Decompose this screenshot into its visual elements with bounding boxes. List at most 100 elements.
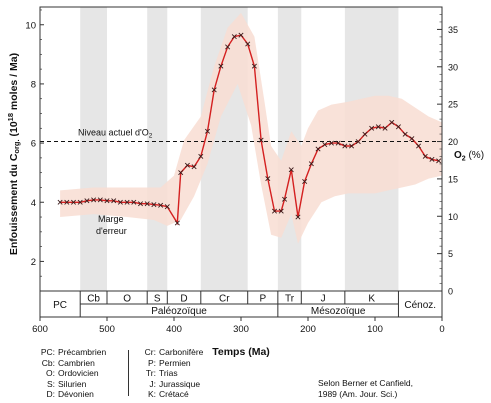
data-point: [258, 137, 264, 143]
data-point: [362, 131, 368, 137]
y2-tick-label: 15: [448, 174, 458, 184]
period-label: D: [180, 294, 187, 305]
data-point-stroke: [409, 136, 415, 142]
data-point-stroke: [349, 143, 355, 149]
legend-name: Trias: [159, 368, 178, 379]
y-axis-title: Enfouissement du Corg. (1018 moles / Ma): [6, 53, 21, 255]
legend-abbr: J:: [149, 378, 156, 389]
y2-tick-label: 10: [448, 212, 458, 222]
data-point-stroke: [91, 197, 97, 203]
x-tick-label: 400: [166, 324, 182, 335]
data-point: [184, 162, 190, 168]
y2-tick-label: 35: [448, 25, 458, 35]
data-point-stroke: [225, 44, 231, 50]
data-point-stroke: [328, 140, 334, 146]
legend-abbr: S:: [46, 378, 55, 389]
legend-name: Crétacé: [159, 389, 189, 400]
legend-name: Ordovicien: [58, 368, 99, 379]
data-point: [131, 199, 137, 205]
data-point: [204, 128, 211, 134]
period-bar: PC Cb O S D Cr P Tr J K Cénoz. Paléozoïque Mésozoïqu…: [39, 290, 443, 318]
legend-item: P: Permien: [134, 358, 203, 369]
data-point-stroke: [64, 199, 70, 205]
text-labels: Temps (Ma) Enfouissement du Corg. (1018 m…: [6, 53, 484, 358]
source-line-1: Selon Berner et Canfield,: [318, 378, 413, 388]
data-point: [104, 198, 110, 204]
legend-name: Jurassique: [159, 378, 201, 389]
data-point-stroke: [164, 204, 170, 210]
x-axis-title: Temps (Ma): [212, 346, 270, 358]
data-point-stroke: [362, 131, 368, 137]
data-point: [191, 164, 197, 170]
data-point-stroke: [295, 214, 301, 220]
legend-abbr: P:: [147, 357, 156, 368]
data-point-stroke: [131, 199, 137, 205]
data-point-stroke: [57, 199, 63, 205]
data-point: [265, 176, 271, 182]
data-point: [57, 199, 63, 205]
legend-item: Cb: Cambrien: [33, 358, 106, 369]
legend-abbr: K:: [147, 389, 156, 400]
error-band-label: d'erreur: [96, 226, 127, 236]
era-label: Paléozoïque: [151, 306, 207, 317]
y2-tick-label: 0: [448, 287, 453, 297]
data-point-stroke: [178, 170, 184, 176]
y-tick-label: 2: [31, 257, 36, 268]
data-point: [308, 161, 314, 167]
legend-item: S: Silurien: [33, 379, 106, 390]
data-point-stroke: [158, 202, 164, 208]
data-point: [355, 139, 361, 145]
data-point: [225, 44, 231, 50]
data-point-stroke: [369, 125, 375, 131]
data-point: [342, 143, 348, 149]
legend-name: Permien: [159, 357, 191, 368]
data-point: [77, 199, 83, 205]
data-point-stroke: [355, 139, 361, 145]
data-point: [295, 214, 301, 220]
data-point: [429, 156, 435, 162]
legend-item: PC: Précambrien: [33, 347, 106, 358]
data-point: [211, 87, 217, 93]
data-point: [245, 41, 251, 47]
y2-axis-title: O2 (%): [454, 150, 484, 163]
legend-name: Cambrien: [58, 357, 95, 368]
data-point: [436, 158, 442, 164]
data-point: [349, 143, 355, 149]
data-point: [315, 146, 321, 152]
x-tick-label: 300: [233, 324, 249, 335]
data-point-stroke: [84, 198, 90, 204]
legend-abbr: Tr:: [145, 368, 156, 379]
period-label: PC: [53, 300, 67, 311]
period-column-cb: [80, 7, 107, 291]
data-point: [416, 143, 422, 149]
legend-abbr: PC:: [40, 347, 55, 357]
data-point: [369, 125, 375, 131]
data-point: [271, 208, 278, 214]
x-tick-label: 500: [99, 324, 115, 335]
legend-name: Précambrien: [58, 347, 107, 357]
data-point-stroke: [218, 63, 224, 69]
era-label: Mésozoïque: [311, 306, 366, 317]
legend-name: Dévonien: [58, 389, 94, 400]
data-point-stroke: [151, 202, 157, 208]
data-point: [137, 201, 144, 207]
period-label: O: [123, 294, 131, 305]
series-line: [60, 34, 439, 226]
y2-tick-label: 30: [448, 62, 458, 72]
data-point-stroke: [191, 164, 197, 170]
legend-abbr: Cr:: [144, 347, 156, 357]
data-point-stroke: [395, 124, 401, 130]
data-point-stroke: [335, 140, 341, 146]
data-point-stroke: [402, 131, 408, 137]
data-point-stroke: [251, 63, 257, 69]
data-point-stroke: [422, 153, 428, 159]
data-point: [375, 124, 381, 130]
data-point: [282, 196, 288, 202]
legend-name: Carbonifère: [159, 347, 204, 357]
series-layer: [57, 32, 442, 226]
legend-right: Cr: Carbonifère P: Permien Tr: Trias J: Jura…: [134, 347, 204, 400]
x-tick-label: 0: [439, 324, 444, 335]
period-label: K: [368, 294, 375, 305]
period-label: Cr: [219, 294, 230, 305]
